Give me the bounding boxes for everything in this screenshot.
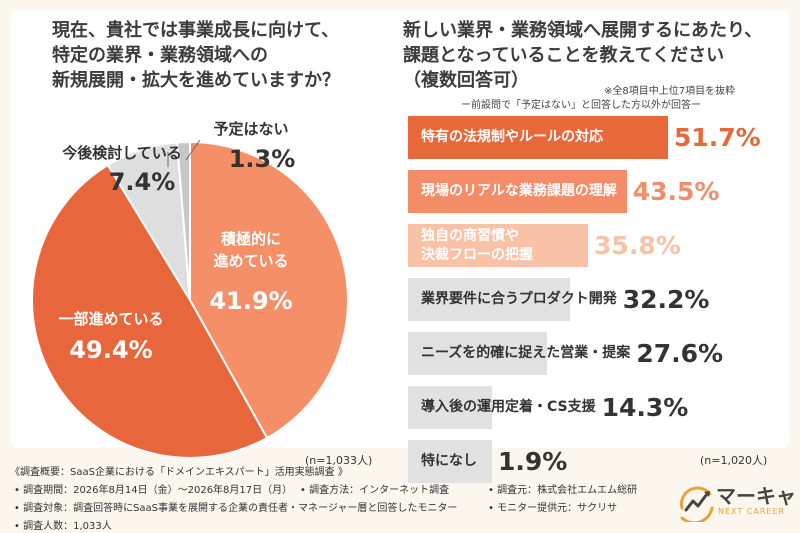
pie-label-1-line-2: 進めている (213, 252, 288, 270)
pie-leader-line-2 (185, 139, 201, 161)
bar-label-3: 独自の商習慣や 決裁フローの把握 (421, 224, 533, 267)
bar-label-2-line-1: 現場のリアルな業務課題の理解 (421, 183, 617, 199)
bar-label-6: 導入後の運用定着・CS支援 (421, 386, 596, 429)
left-question-line-2: 特定の業界・業務領域への (52, 45, 268, 66)
bar-7 (408, 440, 492, 483)
bar-label-7-line-1: 特になし (421, 453, 477, 469)
bar-1 (408, 116, 668, 159)
brand-chart-icon (680, 486, 714, 525)
bar-value-7: 1.9% (498, 447, 568, 476)
bar-value-6: 14.3% (601, 393, 689, 422)
bar-label-1-line-1: 特有の法規制やルールの対応 (421, 129, 603, 145)
survey-title: 《調査概要：SaaS企業における「ドメインエキスパート」活用実態調査 》 (10, 467, 348, 478)
bar-3 (408, 224, 589, 267)
pie-slice-4 (176, 140, 191, 301)
pie-slice-1 (189, 140, 349, 440)
brand-subtitle: NEXT CAREER (718, 507, 786, 516)
left-question-line-3: 新規展開・拡大を進めていますか？ (52, 70, 340, 91)
pie-value-3: 7.4% (109, 168, 176, 196)
bar-value-1: 51.7% (674, 123, 761, 152)
note-top-items: ※全8項目中上位7項目を抜粋 (604, 86, 736, 97)
survey-period: • 調査期間：2026年8月14日（金）〜2026年8月17日（月） (14, 485, 293, 496)
bar-2 (408, 170, 627, 213)
bar-label-4-line-1: 業界要件に合うプロダクト開発 (421, 291, 617, 307)
bar-label-1: 特有の法規制やルールの対応 (421, 116, 603, 159)
bar-label-5-line-1: ニーズを的確に捉えた営業・提案 (421, 345, 631, 361)
right-question-line-1: 新しい業界・業務領域へ展開するにあたり、 (403, 20, 763, 41)
bar-value-2: 43.5% (632, 177, 720, 206)
bar-label-5: ニーズを的確に捉えた営業・提案 (421, 332, 630, 375)
sample-size-right: (n=1,020人) (700, 454, 768, 467)
survey-count: • 調査人数：1,033人 (14, 521, 112, 532)
survey-org: • 調査元：株式会社エムエム総研 (488, 485, 638, 496)
bar-4 (408, 278, 570, 321)
brand-logo: マーキャリ NEXT CAREER (676, 478, 800, 526)
bar-label-3-line-1: 独自の商習慣や (421, 227, 519, 244)
pie-label-2-line-1: 一部進めている (58, 310, 163, 328)
pie-value-4: 1.3% (229, 145, 296, 173)
bar-6 (408, 386, 492, 429)
pie-label-1-line-1: 積極的に (220, 230, 281, 248)
survey-target: • 調査対象：調査回答時にSaaS事業を展開する企業の責任者・マネージャー層と回… (14, 503, 458, 514)
right-question-line-2: 課題となっていることを教えてください (403, 45, 725, 66)
pie-value-1: 41.9% (209, 287, 292, 315)
pie-label-4-line-1: 予定はない (213, 120, 288, 138)
bar-label-3-line-2: 決裁フローの把握 (421, 246, 533, 263)
pie-slice-2 (31, 163, 269, 459)
bar-5 (408, 332, 547, 375)
bar-value-4: 32.2% (622, 285, 710, 314)
left-question: 現在、貴社では事業成長に向けて、 特定の業界・業務領域への 新規展開・拡大を進め… (52, 18, 382, 93)
brand-name: マーキャリ (716, 484, 800, 508)
bar-label-7: 特になし (421, 440, 477, 483)
pie-value-2: 49.4% (69, 336, 152, 364)
survey-provider: • モニター提供元：サクリサ (488, 503, 618, 514)
right-question: 新しい業界・業務領域へ展開するにあたり、 課題となっていることを教えてください … (403, 18, 783, 93)
bar-label-2: 現場のリアルな業務課題の理解 (421, 170, 617, 213)
sample-size-left: (n=1,033人) (305, 454, 373, 467)
survey-method: • 調査方法：インターネット調査 (300, 485, 450, 496)
left-question-line-1: 現在、貴社では事業成長に向けて、 (52, 20, 340, 41)
bar-value-5: 27.6% (636, 339, 724, 368)
right-question-line-3: （複数回答可） (403, 70, 529, 91)
pie-label-3-line-1: 今後検討している (61, 144, 182, 162)
bar-label-4: 業界要件に合うプロダクト開発 (421, 278, 617, 321)
note-respondent-filter: ー前設問で「予定はない」と回答した方以外が回答ー (461, 100, 701, 111)
bar-label-6-line-1: 導入後の運用定着・CS支援 (421, 399, 596, 415)
bar-value-3: 35.8% (594, 231, 681, 260)
